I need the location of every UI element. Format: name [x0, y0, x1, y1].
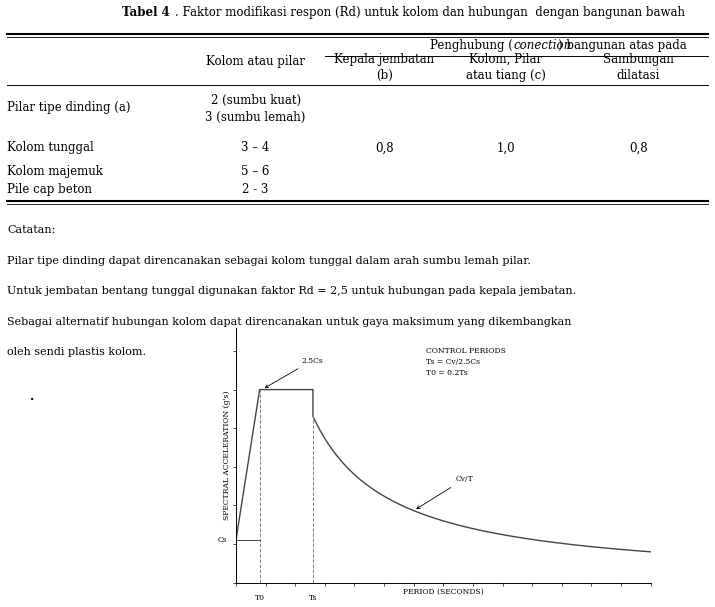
Text: Kolom, Pilar
atau tiang (c): Kolom, Pilar atau tiang (c)	[466, 53, 546, 82]
Text: T0: T0	[255, 594, 265, 602]
Text: .: .	[29, 385, 35, 404]
Text: 0,8: 0,8	[628, 141, 648, 155]
Text: 5 – 6: 5 – 6	[242, 164, 270, 178]
Text: Sambungan
dilatasi: Sambungan dilatasi	[603, 53, 674, 82]
Text: Kepala jembatan
(b): Kepala jembatan (b)	[334, 53, 435, 82]
Text: Catatan:: Catatan:	[7, 225, 56, 235]
Text: Pile cap beton: Pile cap beton	[7, 183, 92, 196]
Text: Tabel 4: Tabel 4	[122, 7, 169, 19]
Text: . Faktor modifikasi respon (Rd) untuk kolom dan hubungan  dengan bangunan bawah: . Faktor modifikasi respon (Rd) untuk ko…	[175, 7, 685, 19]
X-axis label: PERIOD (SECONDS): PERIOD (SECONDS)	[403, 588, 483, 595]
Text: 1,0: 1,0	[496, 141, 516, 155]
Y-axis label: SPECTRAL ACCELERATION (g's): SPECTRAL ACCELERATION (g's)	[223, 390, 231, 520]
Text: 3 (sumbu lemah): 3 (sumbu lemah)	[205, 111, 306, 124]
Text: CONTROL PERIODS
Ts = Cv/2.5Cs
T0 = 0.2Ts: CONTROL PERIODS Ts = Cv/2.5Cs T0 = 0.2Ts	[425, 347, 506, 377]
Text: Untuk jembatan bentang tunggal digunakan faktor Rd = 2,5 untuk hubungan pada kep: Untuk jembatan bentang tunggal digunakan…	[7, 287, 576, 296]
Text: Kolom majemuk: Kolom majemuk	[7, 164, 103, 178]
Text: Cv/T: Cv/T	[417, 475, 473, 509]
Text: Ts: Ts	[309, 594, 317, 602]
Text: Penghubung (: Penghubung (	[430, 38, 513, 52]
Text: Kolom atau pilar: Kolom atau pilar	[206, 55, 305, 67]
Text: 2 (sumbu kuat): 2 (sumbu kuat)	[210, 94, 301, 107]
Text: 2 - 3: 2 - 3	[242, 183, 269, 196]
Text: oleh sendi plastis kolom.: oleh sendi plastis kolom.	[7, 347, 146, 358]
Text: Kolom tunggal: Kolom tunggal	[7, 141, 94, 155]
Text: ) bangunan atas pada: ) bangunan atas pada	[558, 38, 687, 52]
Text: conection: conection	[513, 38, 571, 52]
Text: 3 – 4: 3 – 4	[242, 141, 270, 155]
Text: 2.5Cs: 2.5Cs	[265, 356, 323, 388]
Text: Sebagai alternatif hubungan kolom dapat direncanakan untuk gaya maksimum yang di: Sebagai alternatif hubungan kolom dapat …	[7, 317, 572, 327]
Text: Cs: Cs	[218, 536, 227, 544]
Text: Pilar tipe dinding (a): Pilar tipe dinding (a)	[7, 101, 131, 114]
Text: 0,8: 0,8	[375, 141, 394, 155]
Text: Pilar tipe dinding dapat direncanakan sebagai kolom tunggal dalam arah sumbu lem: Pilar tipe dinding dapat direncanakan se…	[7, 256, 531, 266]
